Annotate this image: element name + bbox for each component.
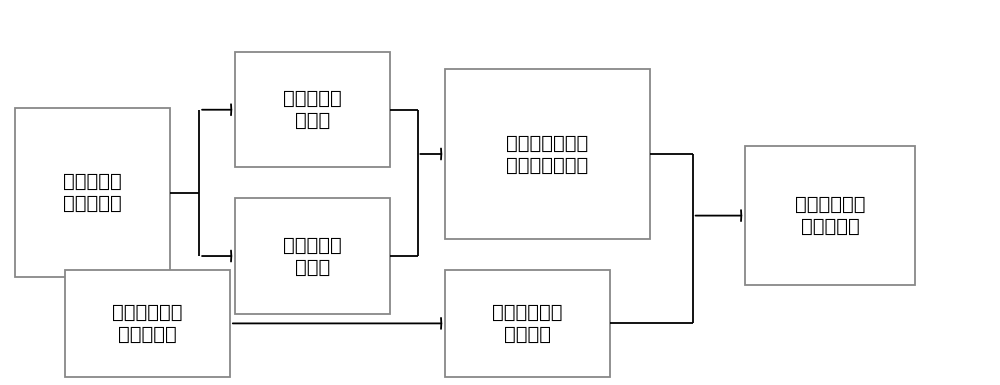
Bar xyxy=(445,270,610,377)
Bar xyxy=(235,198,390,314)
Text: 卫星质量特
性分析: 卫星质量特 性分析 xyxy=(283,89,342,130)
Text: 确定卫星变轨期
间平均质心位置: 确定卫星变轨期 间平均质心位置 xyxy=(506,134,589,174)
Bar xyxy=(235,52,390,167)
Text: 确定发动机的
推力矢量: 确定发动机的 推力矢量 xyxy=(492,303,563,344)
Text: 确定发动机优
化安装参数: 确定发动机优 化安装参数 xyxy=(795,195,865,236)
Text: 卫星变轨策
略设计: 卫星变轨策 略设计 xyxy=(283,236,342,276)
Text: 卫星正样技
术状态确定: 卫星正样技 术状态确定 xyxy=(63,172,122,213)
Bar xyxy=(445,69,650,239)
Bar xyxy=(15,108,170,277)
Bar xyxy=(745,146,915,285)
Bar xyxy=(65,270,230,377)
Text: 发动机推力矢
量热标试验: 发动机推力矢 量热标试验 xyxy=(112,303,183,344)
